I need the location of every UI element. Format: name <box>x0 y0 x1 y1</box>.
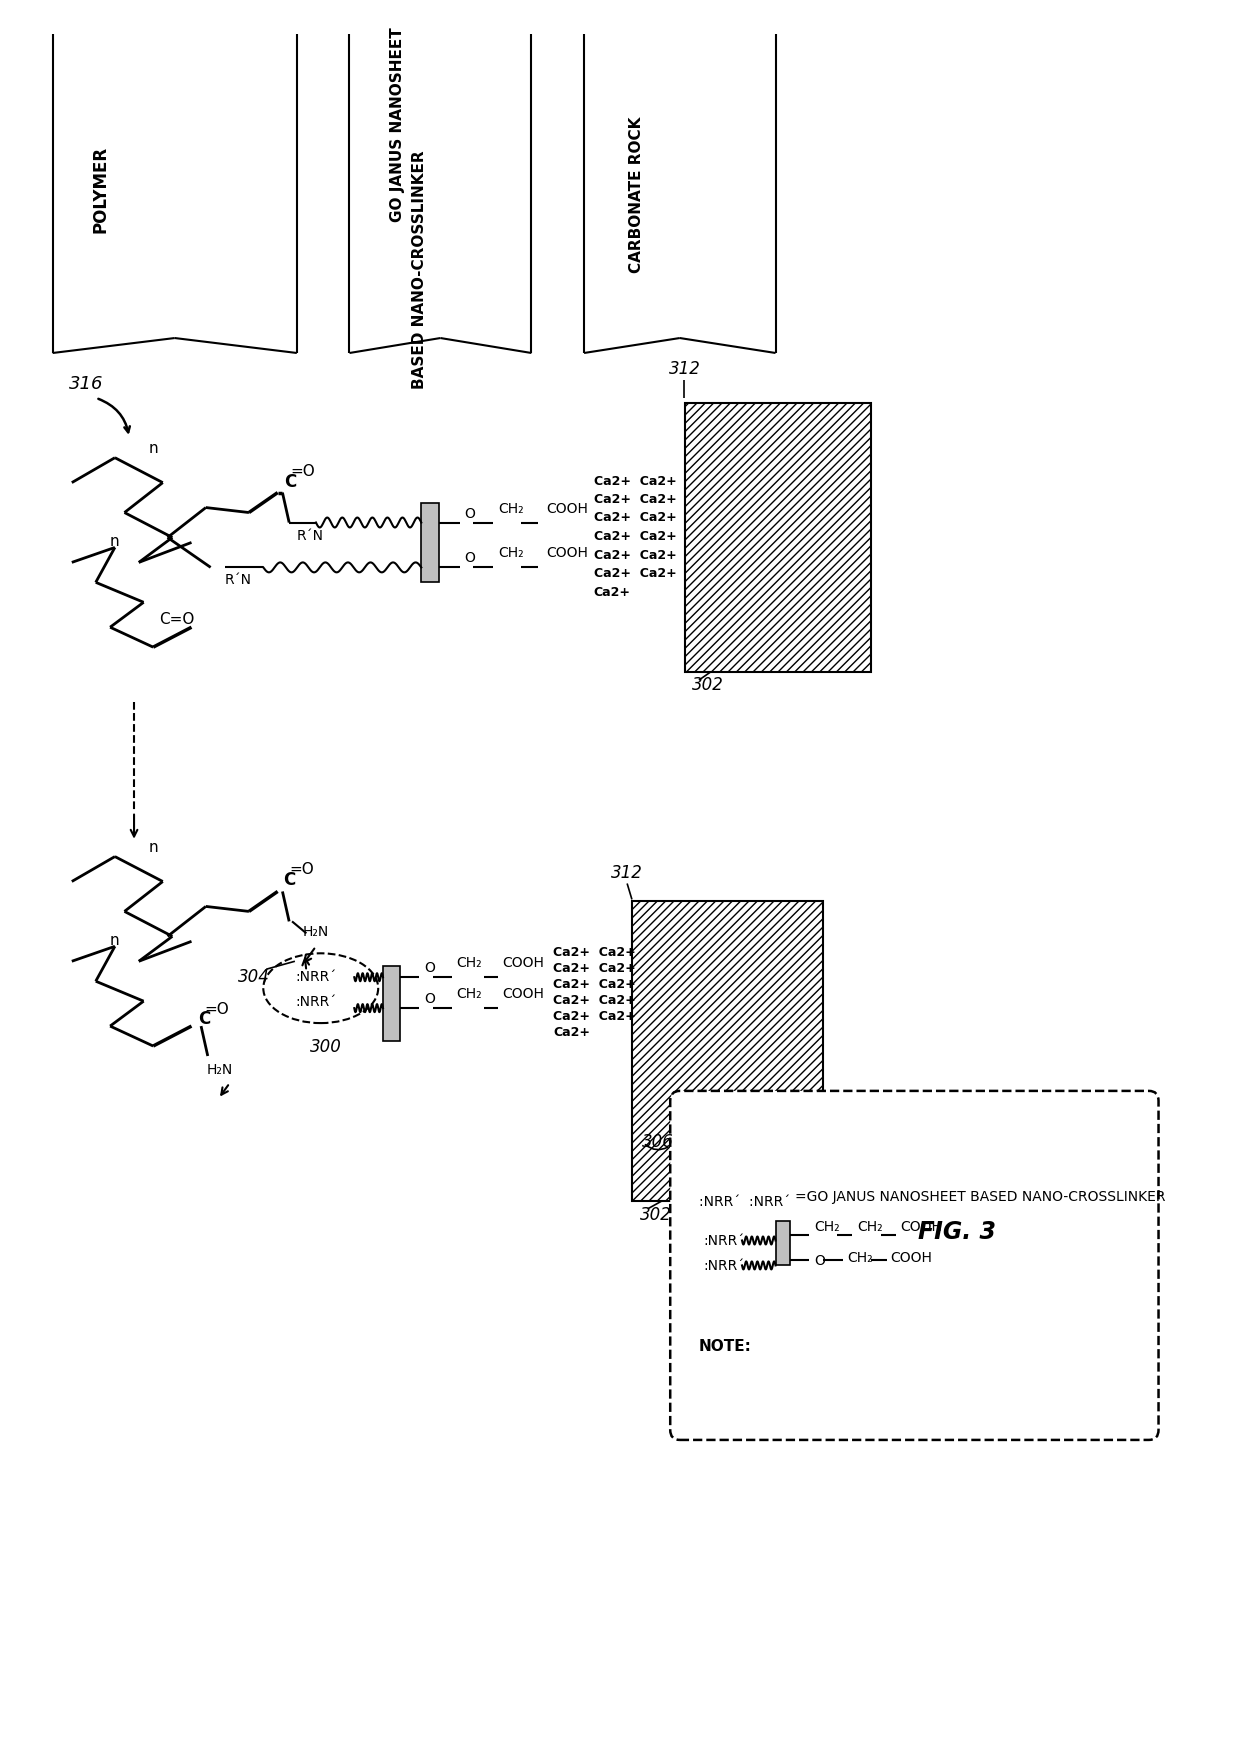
Text: Ca2+  Ca2+: Ca2+ Ca2+ <box>594 512 676 524</box>
Text: Ca2+  Ca2+: Ca2+ Ca2+ <box>594 566 676 580</box>
Text: 312: 312 <box>668 360 701 377</box>
Text: =GO JANUS NANOSHEET BASED NANO-CROSSLINKER: =GO JANUS NANOSHEET BASED NANO-CROSSLINK… <box>795 1189 1166 1203</box>
Text: 312: 312 <box>611 863 644 880</box>
Text: Ca2+  Ca2+: Ca2+ Ca2+ <box>553 946 636 958</box>
Text: 302: 302 <box>640 1205 671 1222</box>
Text: :NRR´: :NRR´ <box>295 995 336 1009</box>
Text: CARBONATE ROCK: CARBONATE ROCK <box>629 116 645 272</box>
Text: :NRR´: :NRR´ <box>704 1233 745 1247</box>
Text: NOTE:: NOTE: <box>699 1337 751 1353</box>
Text: Ca2+: Ca2+ <box>553 1025 590 1037</box>
Text: Ca2+  Ca2+: Ca2+ Ca2+ <box>594 529 676 543</box>
Text: 302: 302 <box>692 676 724 693</box>
Text: :NRR´: :NRR´ <box>704 1259 745 1272</box>
Text: Ca2+: Ca2+ <box>594 586 631 598</box>
Text: O: O <box>464 550 475 564</box>
Text: 304: 304 <box>238 968 269 986</box>
Text: CH₂: CH₂ <box>456 956 482 970</box>
Text: CH₂: CH₂ <box>498 547 523 561</box>
Bar <box>684 404 872 672</box>
Text: BASED NANO-CROSSLINKER: BASED NANO-CROSSLINKER <box>412 150 427 388</box>
Bar <box>422 503 439 584</box>
Text: Ca2+  Ca2+: Ca2+ Ca2+ <box>553 961 636 974</box>
Text: n: n <box>110 933 120 947</box>
Text: O: O <box>464 506 475 520</box>
Text: COOH: COOH <box>546 547 588 561</box>
Text: CH₂: CH₂ <box>456 986 482 1000</box>
Text: n: n <box>110 534 120 549</box>
Text: R´N: R´N <box>224 573 252 587</box>
Text: C: C <box>284 473 296 490</box>
Text: CH₂: CH₂ <box>847 1251 873 1265</box>
Bar <box>775 1221 790 1267</box>
Text: COOH: COOH <box>502 986 544 1000</box>
Text: Ca2+  Ca2+: Ca2+ Ca2+ <box>594 492 676 506</box>
Text: CH₂: CH₂ <box>813 1219 839 1233</box>
Text: Ca2+  Ca2+: Ca2+ Ca2+ <box>594 475 676 489</box>
Text: POLYMER: POLYMER <box>92 146 109 233</box>
Text: COOH: COOH <box>890 1251 932 1265</box>
Text: O: O <box>813 1254 825 1268</box>
Text: H₂N: H₂N <box>303 924 329 938</box>
Text: Ca2+  Ca2+: Ca2+ Ca2+ <box>553 1009 636 1021</box>
Text: O: O <box>424 961 435 975</box>
Bar <box>383 967 401 1041</box>
Text: 316: 316 <box>69 374 103 393</box>
Text: =O: =O <box>290 464 315 478</box>
Text: 300: 300 <box>310 1037 341 1055</box>
Text: COOH: COOH <box>900 1219 942 1233</box>
Text: =O: =O <box>289 861 314 877</box>
Text: 306: 306 <box>641 1132 673 1150</box>
Text: n: n <box>149 840 157 854</box>
Text: COOH: COOH <box>546 501 588 515</box>
Text: =O: =O <box>205 1000 228 1016</box>
Text: COOH: COOH <box>502 956 544 970</box>
Text: :NRR´: :NRR´ <box>295 970 336 984</box>
Text: GO JANUS NANOSHEET: GO JANUS NANOSHEET <box>389 26 404 222</box>
Text: :NRR´  :NRR´: :NRR´ :NRR´ <box>699 1194 790 1208</box>
Text: CH₂: CH₂ <box>857 1219 883 1233</box>
Text: CH₂: CH₂ <box>498 501 523 515</box>
Text: Ca2+  Ca2+: Ca2+ Ca2+ <box>594 549 676 561</box>
Text: O: O <box>424 991 435 1005</box>
Text: C: C <box>198 1009 210 1027</box>
Text: R´N: R´N <box>296 529 324 543</box>
Bar <box>632 901 823 1201</box>
Text: FIG. 3: FIG. 3 <box>919 1219 997 1244</box>
Text: Ca2+  Ca2+: Ca2+ Ca2+ <box>553 993 636 1005</box>
Text: Ca2+  Ca2+: Ca2+ Ca2+ <box>553 977 636 990</box>
Text: H₂N: H₂N <box>207 1062 233 1076</box>
FancyBboxPatch shape <box>671 1092 1158 1439</box>
Text: C: C <box>283 870 295 887</box>
Text: C=O: C=O <box>160 612 195 626</box>
Text: n: n <box>149 441 157 455</box>
